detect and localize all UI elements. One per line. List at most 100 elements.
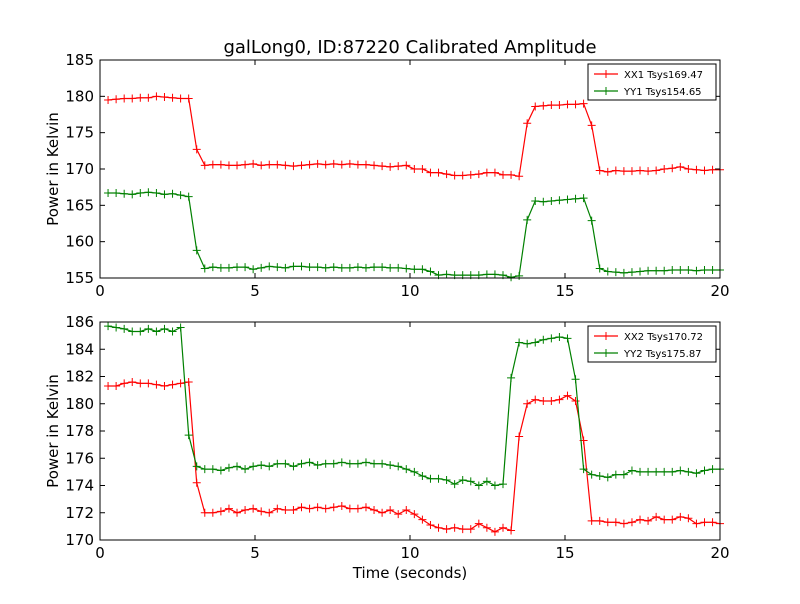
legend-marker xyxy=(602,87,610,95)
y-tick-label: 182 xyxy=(65,368,94,386)
data-point xyxy=(160,190,169,199)
x-tick-label: 20 xyxy=(710,282,729,300)
data-point xyxy=(450,480,459,489)
data-point xyxy=(200,508,209,517)
data-point xyxy=(297,161,306,170)
data-point xyxy=(128,94,137,103)
data-point xyxy=(386,461,395,470)
data-point xyxy=(257,461,266,470)
data-point xyxy=(523,215,532,224)
data-point xyxy=(289,162,298,171)
data-point xyxy=(313,263,322,272)
data-point xyxy=(192,145,201,154)
data-point xyxy=(370,506,379,515)
data-point xyxy=(361,503,370,512)
data-point xyxy=(490,270,499,279)
data-point xyxy=(619,470,628,479)
data-point xyxy=(700,266,709,275)
data-point xyxy=(337,160,346,169)
data-point xyxy=(636,467,645,476)
data-point xyxy=(305,160,314,169)
data-point xyxy=(208,160,217,169)
data-point xyxy=(458,476,467,485)
data-point xyxy=(233,161,242,170)
x-tick-label: 15 xyxy=(555,282,574,300)
data-point xyxy=(321,263,330,272)
data-point xyxy=(361,458,370,467)
data-point xyxy=(378,508,387,517)
data-point xyxy=(603,167,612,176)
data-point xyxy=(579,465,588,474)
data-point xyxy=(136,188,145,197)
data-point xyxy=(587,516,596,525)
data-point xyxy=(249,159,258,168)
data-point xyxy=(539,397,548,406)
y-tick-label: 175 xyxy=(65,124,94,142)
data-point xyxy=(571,100,580,109)
data-point xyxy=(579,99,588,108)
data-point xyxy=(216,507,225,516)
data-point xyxy=(442,270,451,279)
data-point xyxy=(120,324,129,333)
data-point xyxy=(208,263,217,272)
data-point xyxy=(539,335,548,344)
data-point xyxy=(603,267,612,276)
y-tick-label: 178 xyxy=(65,422,94,440)
data-point xyxy=(128,377,137,386)
data-point xyxy=(410,265,419,274)
legend-marker xyxy=(602,70,610,78)
data-point xyxy=(289,506,298,515)
data-point xyxy=(370,161,379,170)
data-point xyxy=(603,518,612,527)
data-point xyxy=(539,197,548,206)
y-tick-label: 170 xyxy=(65,531,94,549)
data-point xyxy=(652,467,661,476)
data-point xyxy=(563,391,572,400)
data-point xyxy=(611,470,620,479)
data-point xyxy=(160,382,169,391)
data-point xyxy=(458,171,467,180)
data-point xyxy=(353,504,362,513)
data-point xyxy=(273,263,282,272)
data-point xyxy=(660,467,669,476)
legend-label: XX2 Tsys170.72 xyxy=(624,332,703,343)
data-point xyxy=(482,523,491,532)
data-point xyxy=(458,525,467,534)
y-tick-label: 185 xyxy=(65,51,94,69)
data-point xyxy=(499,523,507,532)
data-point xyxy=(636,166,645,175)
data-point xyxy=(394,462,403,471)
data-point xyxy=(378,162,387,171)
data-point xyxy=(224,263,233,272)
data-point xyxy=(507,273,516,282)
data-point xyxy=(241,160,250,169)
data-point xyxy=(249,504,258,513)
data-point xyxy=(684,467,693,476)
data-point xyxy=(563,334,572,343)
data-point xyxy=(192,246,201,255)
data-point xyxy=(249,265,258,274)
data-point xyxy=(144,324,153,333)
y-axis-label: Power in Kelvin xyxy=(44,112,62,226)
chart-panel-1: 0 5 10 15 20 155 160 165 170 175 180 185 Power in Ke… xyxy=(44,51,730,300)
data-point xyxy=(619,519,628,528)
data-point xyxy=(571,375,580,384)
data-point xyxy=(402,506,411,515)
data-point xyxy=(176,191,185,200)
data-point xyxy=(410,467,419,476)
data-point xyxy=(192,462,201,471)
data-point xyxy=(595,471,604,480)
x-tick-label: 20 xyxy=(710,544,729,562)
data-point xyxy=(531,338,540,347)
data-point xyxy=(112,323,121,332)
x-tick-label: 0 xyxy=(95,544,105,562)
data-point xyxy=(305,263,314,272)
data-point xyxy=(523,399,532,408)
data-point xyxy=(273,504,282,513)
data-point xyxy=(442,525,451,534)
series-1-2 xyxy=(104,188,724,282)
data-point xyxy=(337,458,346,467)
legend-box xyxy=(587,325,717,363)
data-point xyxy=(152,92,161,101)
data-point xyxy=(394,162,403,171)
